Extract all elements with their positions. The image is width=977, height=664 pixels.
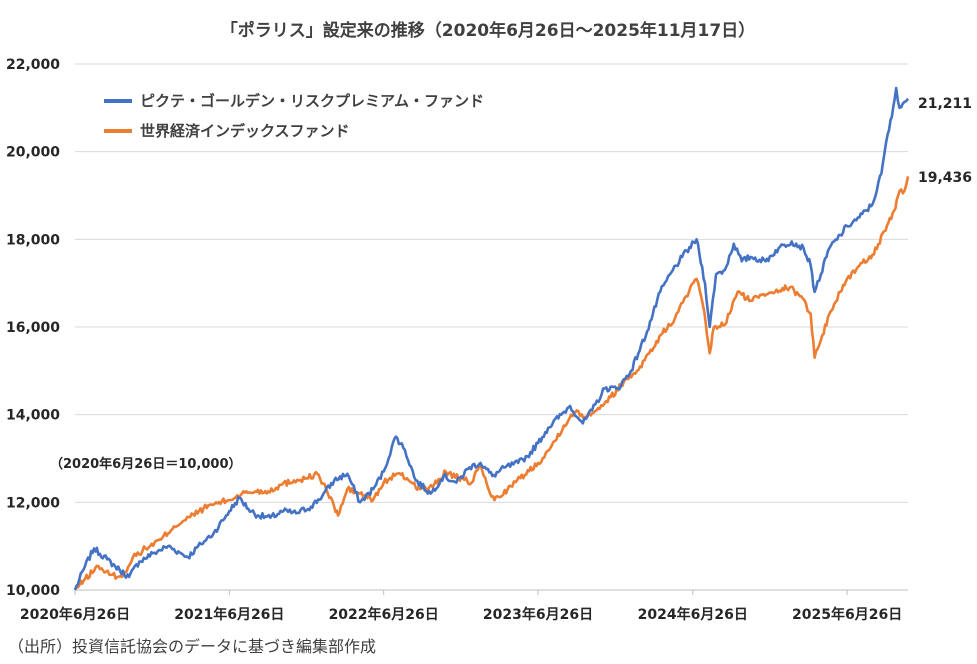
end-value-label-pictet: 21,211	[918, 96, 972, 112]
y-tick-label: 16,000	[6, 320, 60, 336]
x-tick-label: 2021年6月26日	[174, 606, 284, 623]
gridlines	[75, 63, 908, 503]
base-value-note: （2020年6月26日＝10,000）	[50, 456, 241, 472]
x-tick-label: 2024年6月26日	[638, 606, 748, 623]
x-axis-ticks: 2020年6月26日 2021年6月26日 2022年6月26日 2023年6月26日…	[20, 590, 902, 623]
x-tick-label: 2025年6月26日	[792, 606, 902, 623]
end-value-label-world-index: 19,436	[918, 170, 972, 186]
y-tick-label: 14,000	[6, 408, 60, 424]
series-lines	[73, 86, 910, 591]
y-tick-label: 12,000	[6, 495, 60, 511]
x-tick-label: 2020年6月26日	[20, 606, 130, 623]
legend-label-world-index: 世界経済インデックスファンド	[140, 122, 350, 140]
y-tick-label: 10,000	[6, 583, 60, 599]
source-note: （出所）投資信託協会のデータに基づき編集部作成	[8, 637, 376, 656]
x-tick-label: 2023年6月26日	[483, 606, 593, 623]
series-line-pictet	[73, 86, 910, 591]
legend: ピクテ・ゴールデン・リスクプレミアム・ファンド 世界経済インデックスファンド	[104, 92, 484, 140]
x-tick-label: 2022年6月26日	[329, 606, 439, 623]
legend-label-pictet: ピクテ・ゴールデン・リスクプレミアム・ファンド	[140, 92, 484, 110]
y-tick-label: 18,000	[6, 232, 60, 248]
series-line-world-index	[73, 176, 910, 591]
y-tick-label: 22,000	[6, 57, 60, 73]
y-tick-label: 20,000	[6, 145, 60, 161]
y-axis-ticks: 10,000 12,000 14,000 16,000 18,000 20,000 22,0…	[6, 57, 60, 599]
chart-title: 「ポラリス」設定来の推移（2020年6月26日～2025年11月17日）	[221, 20, 755, 41]
